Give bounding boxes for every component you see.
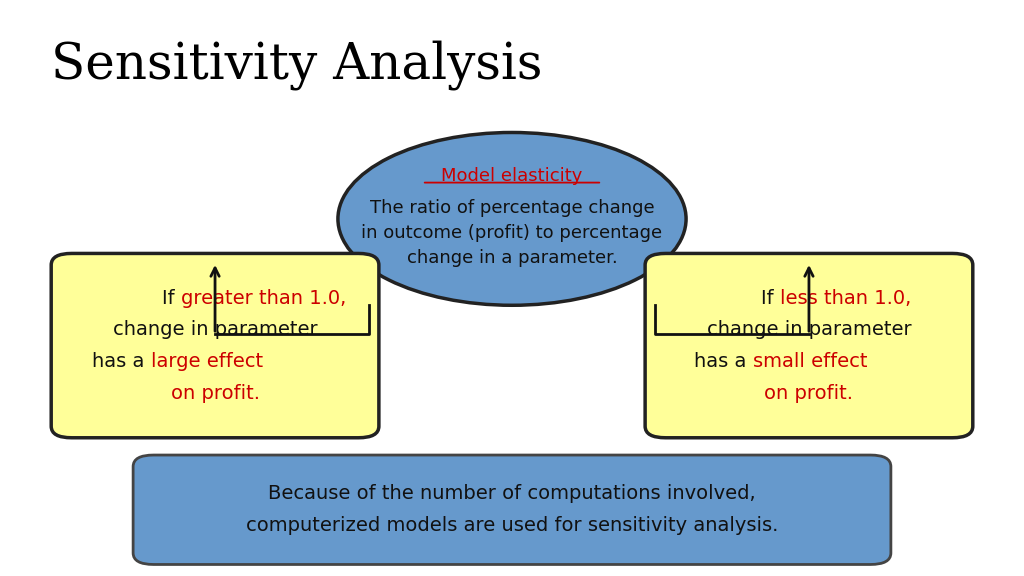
Text: Sensitivity Analysis: Sensitivity Analysis	[51, 40, 543, 90]
Text: has a: has a	[92, 352, 151, 371]
FancyBboxPatch shape	[51, 253, 379, 438]
FancyBboxPatch shape	[645, 253, 973, 438]
Text: on profit.: on profit.	[765, 384, 853, 403]
Text: Because of the number of computations involved,: Because of the number of computations in…	[268, 484, 756, 503]
Text: change in parameter: change in parameter	[707, 320, 911, 339]
Text: large effect: large effect	[151, 352, 262, 371]
Text: has a: has a	[694, 352, 753, 371]
Text: greater than 1.0,: greater than 1.0,	[181, 289, 346, 308]
Text: Model elasticity: Model elasticity	[441, 166, 583, 185]
Text: on profit.: on profit.	[171, 384, 259, 403]
Text: computerized models are used for sensitivity analysis.: computerized models are used for sensiti…	[246, 517, 778, 535]
Text: If: If	[163, 289, 181, 308]
Text: If: If	[762, 289, 780, 308]
Text: change in parameter: change in parameter	[113, 320, 317, 339]
Ellipse shape	[338, 132, 686, 305]
Text: less than 1.0,: less than 1.0,	[780, 289, 911, 308]
Text: small effect: small effect	[753, 352, 867, 371]
Text: The ratio of percentage change
in outcome (profit) to percentage
change in a par: The ratio of percentage change in outcom…	[361, 199, 663, 267]
FancyBboxPatch shape	[133, 455, 891, 564]
